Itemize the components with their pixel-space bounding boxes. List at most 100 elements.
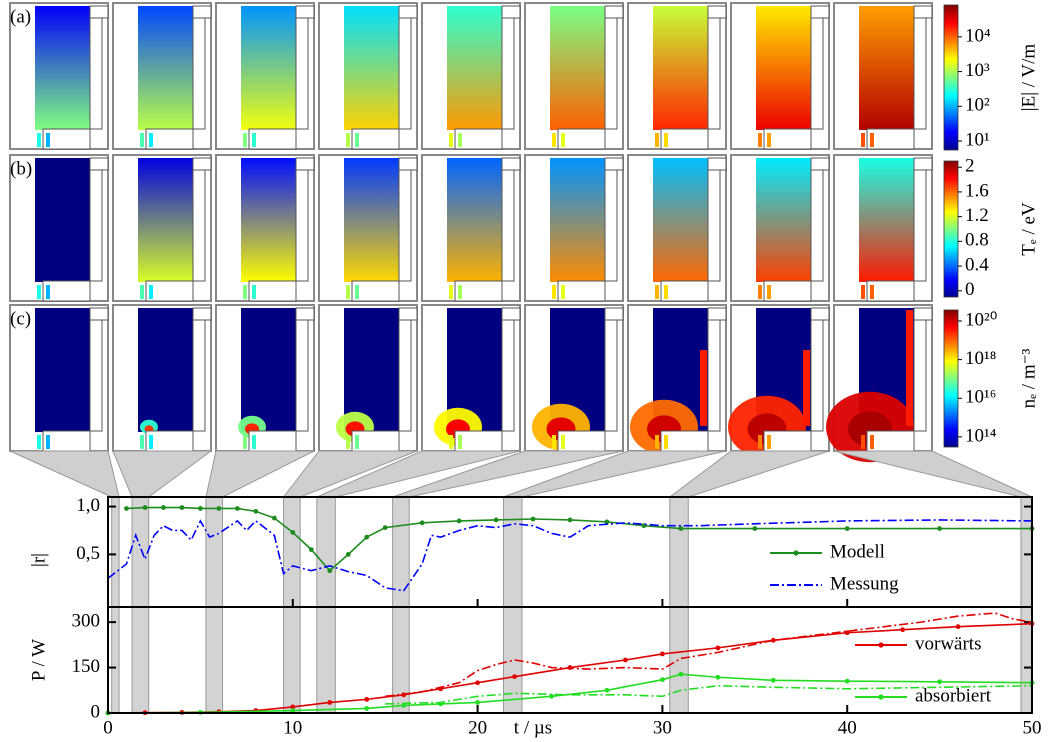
antenna xyxy=(758,133,762,147)
series-marker xyxy=(568,518,573,523)
figure: |r| P / W t / µs (a)(b)(c)10¹10²10³10⁴|E… xyxy=(0,0,1049,742)
series-marker xyxy=(272,516,277,521)
x-axis-label: t / µs xyxy=(514,717,552,738)
time-window xyxy=(206,497,223,713)
x-tick-label: 20 xyxy=(468,717,487,738)
antenna xyxy=(252,435,256,449)
series-marker xyxy=(678,672,683,677)
field-map xyxy=(138,158,193,282)
antenna xyxy=(664,435,668,449)
series-marker xyxy=(457,519,462,524)
colorbar-tick-label: 10³ xyxy=(965,60,990,81)
base-wall xyxy=(455,431,502,451)
series-marker xyxy=(512,674,517,679)
y-axis-label: P / W xyxy=(28,639,49,681)
plasma-column xyxy=(906,310,913,426)
antenna xyxy=(252,285,256,299)
antenna xyxy=(37,133,41,147)
antenna xyxy=(46,285,50,299)
base-wall xyxy=(146,281,193,301)
field-map xyxy=(241,6,296,130)
time-window xyxy=(503,497,521,713)
antenna xyxy=(767,285,771,299)
antenna xyxy=(243,133,247,147)
series-marker xyxy=(475,680,480,685)
base-wall xyxy=(558,129,605,149)
field-map xyxy=(653,6,708,130)
base-wall xyxy=(558,281,605,301)
base-wall xyxy=(455,281,502,301)
antenna xyxy=(870,285,874,299)
series-marker xyxy=(235,506,240,511)
base-wall xyxy=(352,281,399,301)
series-marker xyxy=(937,526,942,531)
y-tick-label: 0 xyxy=(91,701,101,722)
series-line xyxy=(108,674,1032,713)
series-marker xyxy=(715,645,720,650)
series-marker xyxy=(124,506,129,511)
base-wall xyxy=(867,281,914,301)
series-marker xyxy=(660,652,665,657)
field-map xyxy=(35,308,90,432)
base-wall xyxy=(455,129,502,149)
field-map xyxy=(241,308,296,432)
time-window xyxy=(317,497,335,713)
base-wall xyxy=(352,431,399,451)
field-map xyxy=(653,158,708,282)
page: |r| P / W t / µs (a)(b)(c)10¹10²10³10⁴|E… xyxy=(0,0,1049,742)
antenna xyxy=(243,435,247,449)
antenna xyxy=(458,285,462,299)
base-wall xyxy=(661,431,708,451)
base-wall xyxy=(249,431,296,451)
base-wall xyxy=(43,431,90,451)
series-marker xyxy=(309,547,314,552)
time-window xyxy=(132,497,149,713)
field-map xyxy=(756,6,811,130)
series-marker xyxy=(678,526,683,531)
antenna xyxy=(37,285,41,299)
colorbar-tick-label: 10¹⁶ xyxy=(965,387,996,408)
row-label: (a) xyxy=(10,6,31,27)
field-map xyxy=(35,6,90,130)
series-marker xyxy=(364,706,369,711)
antenna xyxy=(655,435,659,449)
series-marker xyxy=(605,688,610,693)
colorbar xyxy=(944,161,958,297)
antenna xyxy=(552,285,556,299)
base-wall xyxy=(764,281,811,301)
base-wall xyxy=(43,281,90,301)
antenna xyxy=(243,285,247,299)
x-tick-label: 10 xyxy=(283,717,302,738)
base-wall xyxy=(146,129,193,149)
antenna xyxy=(355,133,359,147)
series-marker xyxy=(180,505,185,510)
colorbar-tick-label: 0 xyxy=(965,279,975,300)
time-window xyxy=(112,497,119,713)
legend-marker xyxy=(793,550,798,555)
series-marker xyxy=(383,525,388,530)
colorbar-tick-label: 2 xyxy=(965,156,975,177)
row-label: (c) xyxy=(10,308,31,329)
antenna xyxy=(552,133,556,147)
series-marker xyxy=(845,526,850,531)
antenna xyxy=(252,133,256,147)
series-marker xyxy=(900,627,905,632)
series-marker xyxy=(364,535,369,540)
colorbar-label: |E| / V/m xyxy=(1018,44,1039,112)
antenna xyxy=(149,285,153,299)
row-label: (b) xyxy=(10,158,32,179)
antenna xyxy=(149,435,153,449)
antenna xyxy=(664,285,668,299)
series-marker xyxy=(623,658,628,663)
series-marker xyxy=(937,679,942,684)
antenna xyxy=(46,435,50,449)
field-map xyxy=(344,6,399,130)
series-marker xyxy=(253,509,258,514)
colorbar-tick-label: 10¹⁴ xyxy=(965,425,997,446)
antenna xyxy=(767,435,771,449)
plasma-column xyxy=(803,350,810,426)
colorbar-tick-label: 10²⁰ xyxy=(965,309,997,330)
colorbar-tick-label: 1.2 xyxy=(965,205,989,226)
time-window xyxy=(393,497,410,713)
series-marker xyxy=(327,568,332,573)
